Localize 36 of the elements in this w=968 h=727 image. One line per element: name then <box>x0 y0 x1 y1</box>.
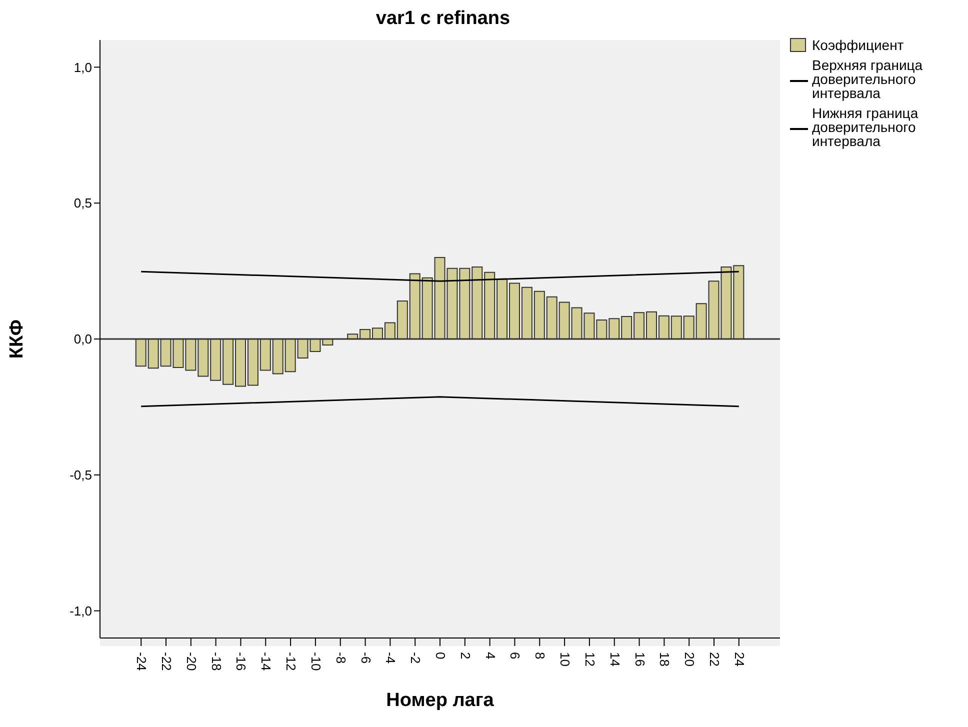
x-tick-label: -14 <box>258 652 274 671</box>
x-tick-label: 20 <box>682 652 698 666</box>
x-tick-label: -12 <box>284 652 299 671</box>
chart-title: var1 с refinans <box>374 8 512 30</box>
y-tick-label: 0,0 <box>74 332 92 347</box>
x-tick-label: 10 <box>558 652 573 666</box>
y-tick-label: 1,0 <box>74 60 92 75</box>
x-tick-label: -4 <box>383 652 398 664</box>
x-tick-label: 8 <box>532 652 548 660</box>
x-tick-label: -8 <box>333 652 348 664</box>
y-tick-label: 0,5 <box>74 196 92 211</box>
x-tick-label: 12 <box>582 652 598 666</box>
legend-label: Нижняя граница доверительного интервала <box>812 105 920 149</box>
y-axis-title: ККФ <box>6 319 28 359</box>
x-tick-label: 22 <box>706 652 722 666</box>
x-tick-label: 24 <box>732 652 747 666</box>
x-tick-label: 6 <box>508 652 523 660</box>
x-tick-label: -22 <box>159 652 174 671</box>
x-tick-label: -20 <box>184 652 199 671</box>
legend-label: Верхняя граница доверительного интервала <box>812 57 924 101</box>
x-tick-label: 14 <box>607 652 622 666</box>
y-tick-label: -1,0 <box>70 603 92 618</box>
x-tick-label: 18 <box>657 652 672 666</box>
x-tick-label: -10 <box>308 652 324 671</box>
x-tick-label: -24 <box>134 652 150 671</box>
x-tick-label: -18 <box>208 652 224 671</box>
x-tick-label: 16 <box>632 652 648 666</box>
x-axis-title: Номер лага <box>385 690 495 712</box>
x-tick-label: 0 <box>433 652 448 660</box>
x-tick-label: 2 <box>458 652 473 660</box>
y-tick-label: -0,5 <box>70 468 92 483</box>
x-tick-label: -16 <box>234 652 249 671</box>
x-tick-label: -6 <box>358 652 374 664</box>
legend-label: Коэффициент <box>812 37 904 53</box>
x-tick-label: 4 <box>482 652 498 660</box>
x-tick-label: -2 <box>408 652 424 664</box>
